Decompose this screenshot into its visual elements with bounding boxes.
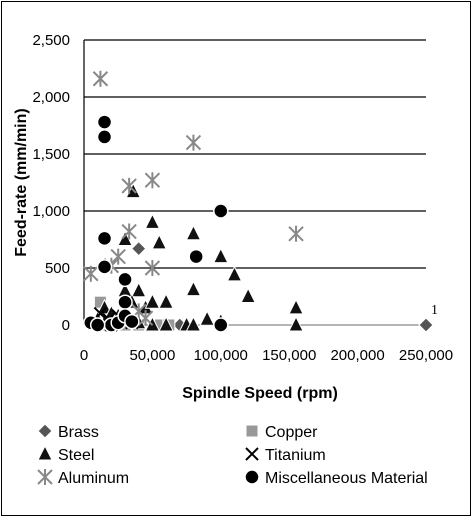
data-points: [83, 70, 434, 333]
aluminum-point: [121, 177, 137, 194]
aluminum-point: [121, 223, 137, 240]
miscellaneous-material-point: [96, 114, 113, 130]
miscellaneous-material-point: [213, 317, 229, 333]
tick-labels: 0 500 1,000 1,500 2,000 2,500 0 50,000 100,000 15…: [32, 32, 453, 364]
steel-point: [288, 315, 304, 332]
steel-point: [158, 315, 174, 332]
aluminum-point: [110, 248, 126, 265]
miscellaneous-material-point: [96, 230, 113, 247]
legend-label-aluminum: Aluminum: [58, 470, 129, 487]
legend-item-titanium: Titanium: [245, 447, 326, 464]
point-annotation: 1: [431, 303, 438, 318]
y-tick-label: 0: [62, 317, 70, 334]
aluminum-point: [144, 260, 161, 276]
y-tick-label: 1,000: [32, 203, 70, 220]
x-tick-label: 200,000: [330, 347, 384, 364]
legend-marker-titanium: [245, 447, 259, 461]
legend-label-steel: Steel: [58, 447, 94, 464]
y-tick-label: 500: [45, 260, 70, 277]
aluminum-point: [83, 265, 99, 282]
steel-point: [144, 293, 161, 309]
legend-label-brass: Brass: [58, 424, 99, 441]
legend-marker-brass: [37, 423, 53, 439]
steel-point: [226, 265, 243, 282]
x-tick-label: 50,000: [129, 347, 175, 364]
y-axis-title: Feed-rate (mm/min): [13, 108, 30, 256]
miscellaneous-material-point: [117, 294, 133, 310]
steel-point: [130, 281, 147, 298]
steel-point: [185, 280, 202, 297]
steel-point: [288, 298, 304, 315]
miscellaneous-material-point: [124, 313, 140, 330]
legend: Brass Copper Steel Titanium Aluminum Miscella…: [37, 423, 428, 487]
aluminum-point: [92, 70, 109, 87]
legend-item-copper: Copper: [245, 424, 318, 441]
legend-item-miscellaneous-material: Miscellaneous Material: [244, 469, 428, 487]
legend-label-titanium: Titanium: [265, 447, 326, 464]
brass-point: [131, 240, 147, 257]
miscellaneous-material-point: [89, 317, 106, 333]
legend-marker-steel: [37, 444, 53, 461]
y-tick-label: 2,000: [32, 89, 70, 106]
steel-point: [185, 315, 202, 332]
aluminum-point: [288, 225, 304, 242]
miscellaneous-material-point: [188, 248, 204, 265]
y-tick-label: 2,500: [32, 32, 70, 49]
x-tick-label: 0: [80, 347, 88, 364]
x-tick-label: 100,000: [194, 347, 248, 364]
miscellaneous-material-point: [213, 203, 229, 219]
legend-marker-miscellaneous-material: [244, 469, 260, 485]
miscellaneous-material-point: [117, 271, 133, 288]
miscellaneous-material-point: [96, 259, 113, 275]
steel-point: [185, 224, 202, 241]
x-axis-title: Spindle Speed (rpm): [182, 385, 338, 402]
miscellaneous-material-point: [96, 129, 113, 145]
steel-point: [240, 287, 256, 303]
legend-label-miscellaneous-material: Miscellaneous Material: [265, 470, 428, 487]
aluminum-point: [185, 134, 202, 151]
axes: [83, 40, 426, 326]
y-tick-label: 1,500: [32, 146, 70, 163]
legend-item-brass: Brass: [37, 423, 99, 441]
brass-point: [418, 317, 434, 333]
legend-item-steel: Steel: [37, 444, 94, 464]
x-tick-label: 150,000: [262, 347, 316, 364]
legend-label-copper: Copper: [265, 424, 318, 441]
aluminum-point: [144, 172, 161, 189]
x-tick-label: 250,000: [399, 347, 453, 364]
steel-point: [158, 293, 174, 309]
steel-point: [151, 233, 168, 250]
steel-point: [199, 310, 215, 326]
gridlines: [84, 39, 426, 269]
aluminum-point: [137, 310, 154, 327]
legend-marker-aluminum: [37, 469, 53, 485]
steel-point: [144, 213, 161, 229]
legend-item-aluminum: Aluminum: [37, 469, 129, 487]
steel-point: [212, 247, 229, 264]
legend-marker-copper: [245, 424, 259, 438]
